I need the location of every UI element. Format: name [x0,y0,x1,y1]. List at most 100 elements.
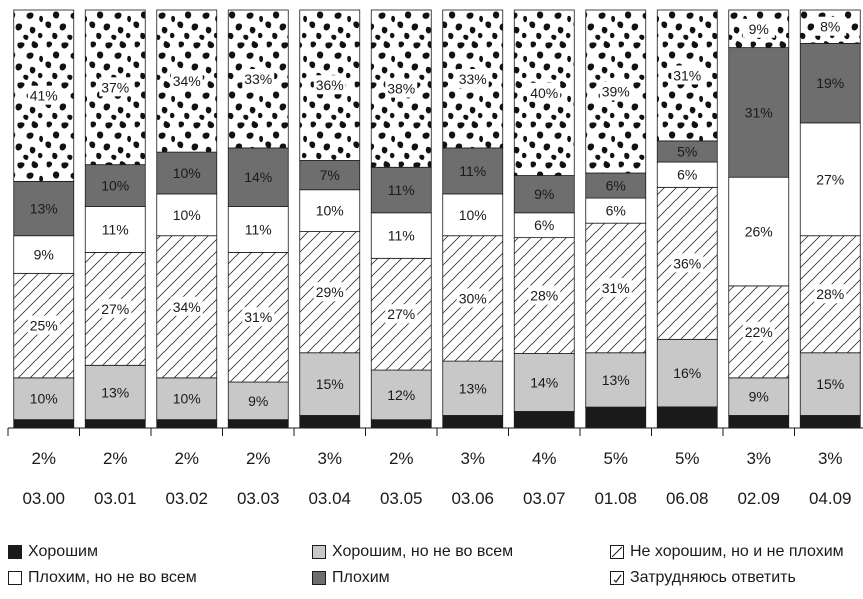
data-label-bg [814,284,847,304]
legend-swatch [312,545,326,559]
data-label: 11% [245,221,272,237]
legend-item: Затрудняюсь ответить [610,569,796,587]
data-label-bg [528,285,561,305]
bar-segment [156,419,218,429]
bar-segment [84,164,146,207]
data-label: 6% [534,217,554,233]
bottom-percent-label: 3% [317,449,342,468]
bar-segment [299,352,361,416]
data-label: 13% [30,201,58,217]
data-label: 37% [101,79,129,95]
x-tick-label: 03.02 [165,489,208,508]
data-label: 33% [459,71,487,87]
bar-segment [442,360,504,416]
bar-segment [728,47,790,178]
bar-segment [227,419,289,429]
legend-swatch [8,571,22,585]
bottom-percent-label: 2% [389,449,414,468]
data-label: 11% [102,221,129,237]
data-label: 34% [173,73,201,89]
data-label: 40% [530,85,558,101]
bottom-percent-label: 2% [103,449,128,468]
data-label: 27% [816,171,844,187]
bar-segment [299,415,361,429]
data-label: 28% [530,288,558,304]
bar-segment [799,122,861,237]
bar-segment [656,406,718,429]
bar-segment [227,147,289,207]
stacked-bar-chart: 10% 25% 9% 13% 41% 13% 27% 11% 10% 37% 10% 34% 10% 10… [7,9,863,508]
data-label: 15% [316,376,344,392]
bar-segment [156,193,218,237]
data-label: 14% [530,374,558,390]
data-label: 10% [173,207,201,223]
data-label-bg [27,85,60,105]
bar-segment [728,415,790,429]
data-label-bg [814,16,847,36]
legend-label: Не хорошим, но и не плохим [630,543,844,560]
data-label: 9% [749,389,769,405]
data-label: 10% [459,207,487,223]
bar-segment [513,353,575,412]
data-label-bg [313,75,346,95]
bottom-percent-label: 3% [818,449,843,468]
data-label: 10% [173,391,201,407]
data-label: 31% [244,309,272,325]
x-tick-label: 06.08 [666,489,709,508]
data-label: 31% [602,280,630,296]
x-tick-label: 03.06 [451,489,494,508]
bar-segment [84,206,146,253]
data-label: 16% [673,365,701,381]
data-label-bg [170,296,203,316]
data-label: 12% [387,387,415,403]
x-tick-label: 03.04 [308,489,351,508]
bar-segment [513,212,575,239]
data-label: 38% [387,81,415,97]
x-tick-label: 03.07 [523,489,566,508]
data-label-bg [170,71,203,91]
legend-item: Плохим, но не во всем [8,569,197,587]
data-label: 33% [244,71,272,87]
data-label-bg [242,68,275,88]
data-label: 13% [459,380,487,396]
data-label: 13% [602,372,630,388]
data-label: 9% [749,21,769,37]
data-label: 7% [320,167,340,183]
legend-label: Хорошим [28,543,98,560]
data-label: 13% [101,384,129,400]
data-label: 9% [534,186,554,202]
data-label-bg [99,77,132,97]
data-label: 6% [677,167,697,183]
bar-segment [442,193,504,237]
data-label-bg [599,81,632,101]
data-label: 36% [673,255,701,271]
data-label: 10% [316,203,344,219]
bar-segment [728,377,790,416]
bottom-percent-label: 3% [746,449,771,468]
data-label-bg [242,307,275,327]
x-tick-label: 04.09 [809,489,852,508]
bar-segment [656,338,718,408]
data-label: 34% [173,299,201,315]
data-label: 31% [745,104,773,120]
data-label: 10% [30,391,58,407]
data-label: 30% [459,290,487,306]
bar-segment [728,176,790,287]
bar-segment [513,175,575,214]
bottom-percent-label: 2% [246,449,271,468]
data-label: 29% [316,284,344,300]
x-tick-label: 02.09 [737,489,780,508]
legend-item: Хорошим [8,543,98,561]
data-label: 27% [101,301,129,317]
bar-segment [84,364,146,421]
bar-segment [799,352,861,416]
x-tick-label: 03.00 [22,489,65,508]
data-label-bg [385,78,418,98]
data-label-bg [99,298,132,318]
x-tick-label: 03.01 [94,489,137,508]
bar-segment [13,419,75,429]
data-label: 11% [459,163,486,179]
data-label: 25% [30,318,58,334]
bottom-percent-label: 5% [603,449,628,468]
data-label: 22% [745,324,773,340]
